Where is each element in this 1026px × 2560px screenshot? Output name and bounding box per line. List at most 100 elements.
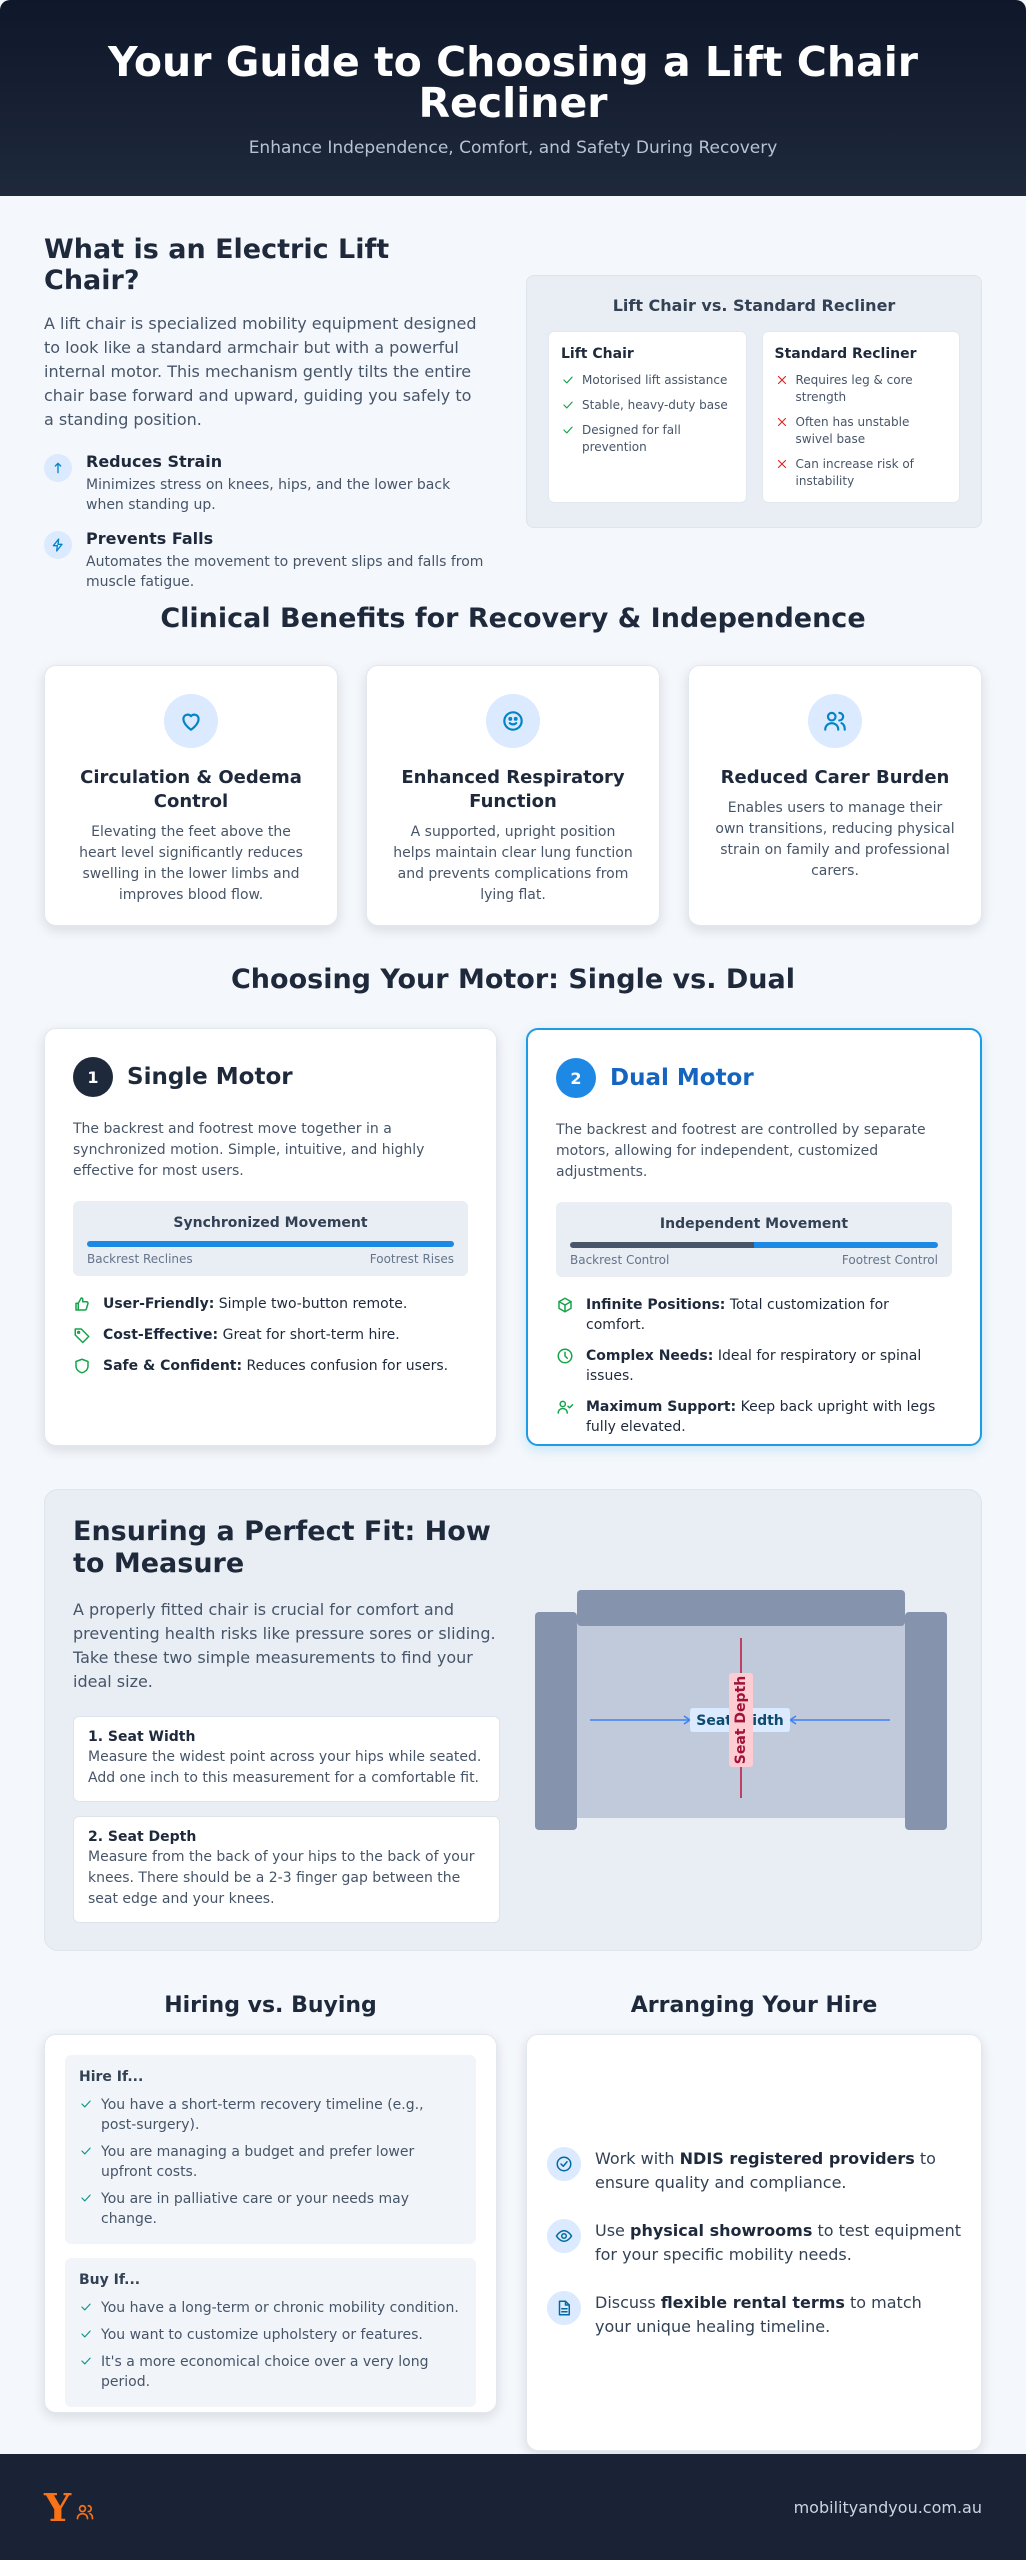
section-title: Clinical Benefits for Recovery & Indepen… (160, 603, 866, 634)
arranging-card: Work with NDIS registered providers to e… (526, 2034, 982, 2451)
motor-feature: Infinite Positions: Total customization … (556, 1295, 952, 1335)
text-bold: flexible rental terms (660, 2292, 845, 2312)
card-title: Circulation & Oedema Control (80, 767, 302, 812)
diagram-title: Synchronized Movement (173, 1215, 368, 1231)
bar-right (754, 1242, 938, 1248)
feature-body: Reduces Strain Minimizes stress on knees,… (86, 452, 484, 515)
benefit-card: Enhanced Respiratory Function A supported… (366, 665, 660, 926)
feature-title: Prevents Falls (86, 529, 214, 548)
feature-text: Automates the movement to prevent slips … (86, 554, 484, 590)
icon-part (777, 375, 786, 385)
item-text: It's a more economical choice over a ver… (101, 2354, 429, 2390)
icon-part (54, 462, 62, 474)
icon-part (87, 2504, 94, 2519)
card-text: A supported, upright position helps main… (393, 824, 633, 903)
icon-part (81, 2194, 91, 2202)
motor-feature: User-Friendly: Simple two-button remote. (73, 1294, 468, 1314)
icon-part (555, 2229, 573, 2242)
comparison-item: Designed for fall prevention (561, 422, 734, 456)
comparison-column: Standard Recliner Requires leg & core str… (761, 331, 960, 503)
icon-part (81, 2147, 91, 2155)
feature-text: Minimizes stress on knees, hips, and the… (86, 477, 451, 513)
icon-part (561, 2300, 570, 2312)
bar-label: Backrest Control (570, 1253, 670, 1267)
icon-part (52, 538, 63, 552)
icon (79, 2354, 93, 2392)
measure-text: Ensuring a Perfect Fit: How to Measure A … (73, 1516, 500, 1923)
icon (775, 373, 789, 406)
chair-arm (535, 1612, 577, 1830)
icon-part (564, 1351, 568, 1359)
movement-bar (87, 1241, 454, 1247)
icon (178, 708, 204, 734)
text-bold: physical showrooms (629, 2220, 813, 2240)
diagram-title: Independent Movement (659, 1216, 849, 1232)
icon (79, 2327, 93, 2345)
group-item: You are managing a budget and prefer low… (79, 2142, 462, 2182)
group-item: You are in palliative care or your needs… (79, 2189, 462, 2229)
icon-part (81, 2330, 91, 2338)
depth-label-box (729, 1673, 753, 1767)
icon-circle (73, 2499, 98, 2524)
icon-part (556, 2156, 572, 2171)
icon-part (560, 2160, 568, 2167)
icon-part (508, 716, 513, 721)
measure-step: 2. Seat Depth Measure from the back of yo… (73, 1816, 500, 1923)
icon-part (81, 2330, 91, 2338)
arranging-item: Discuss flexible rental terms to match y… (547, 2290, 961, 2339)
item-text: Motorised lift assistance (582, 373, 728, 387)
icon (561, 398, 575, 414)
icon-part (81, 2100, 91, 2108)
icon-circle (547, 2218, 581, 2253)
arranging-item: Use physical showrooms to test equipment… (547, 2218, 961, 2267)
feature-body: Prevents Falls Automates the movement to … (86, 529, 484, 592)
hiring-card: Hire If... You have a short-term recovery… (44, 2034, 497, 2413)
icon-part (78, 2504, 87, 2512)
text-part: Use (595, 2220, 625, 2240)
arranging-text: Discuss flexible rental terms to match y… (595, 2291, 961, 2339)
icon-part (182, 713, 200, 731)
icon-part (75, 1297, 89, 1311)
icon-part (81, 2303, 91, 2311)
feature-line: Cost-Effective: Great for short-term hir… (103, 1325, 400, 1345)
item-text: Often has unstable swivel base (795, 415, 910, 446)
comparison-column: Lift Chair Motorised lift assistance Stabl… (548, 331, 747, 503)
paragraph: A lift chair is specialized mobility equ… (44, 314, 477, 429)
motor-head: 1 Single Motor (73, 1057, 468, 1097)
section-title: Choosing Your Motor: Single vs. Dual (230, 964, 795, 995)
arranging-text: Work with NDIS registered providers to e… (595, 2147, 961, 2195)
icon (555, 2227, 573, 2245)
icon (79, 2191, 93, 2229)
icon (775, 457, 789, 490)
feature-text: Ideal for respiratory or spinal issues. (586, 1348, 922, 1384)
icon-part (74, 1328, 90, 1344)
icon-part (563, 376, 573, 384)
icon-circle (486, 694, 540, 748)
section-title: What is an Electric Lift Chair? (44, 234, 390, 296)
feature-text: Keep back upright with legs fully elevat… (586, 1399, 936, 1435)
motor-number: 1 (73, 1057, 113, 1097)
group-item: You have a short-term recovery timeline … (79, 2095, 462, 2135)
icon (775, 415, 789, 448)
feature: Prevents Falls Automates the movement to … (44, 529, 484, 592)
benefit-card: Circulation & Oedema Control Elevating th… (44, 665, 338, 926)
icon-part (74, 1328, 90, 1344)
item-text: Stable, heavy-duty base (582, 398, 728, 412)
icon (556, 1296, 574, 1335)
feature-label: Infinite Positions: (586, 1297, 726, 1313)
icon-part (76, 1330, 81, 1335)
icon-part (777, 375, 786, 385)
comparison-title: Lift Chair vs. Standard Recliner (612, 296, 896, 315)
step-text: Measure the widest point across your hip… (88, 1749, 482, 1786)
motor-number: 2 (556, 1058, 596, 1098)
icon (556, 1398, 574, 1437)
icon-part (777, 459, 786, 469)
motor-feature: Safe & Confident: Reduces confusion for … (73, 1356, 468, 1376)
comparison-item: Often has unstable swivel base (775, 414, 948, 448)
comparison-item: Requires leg & core strength (775, 372, 948, 406)
icon (50, 537, 66, 553)
text-part: Discuss (595, 2292, 656, 2312)
feature-line: User-Friendly: Simple two-button remote. (103, 1294, 407, 1314)
icon-part (558, 2300, 570, 2315)
